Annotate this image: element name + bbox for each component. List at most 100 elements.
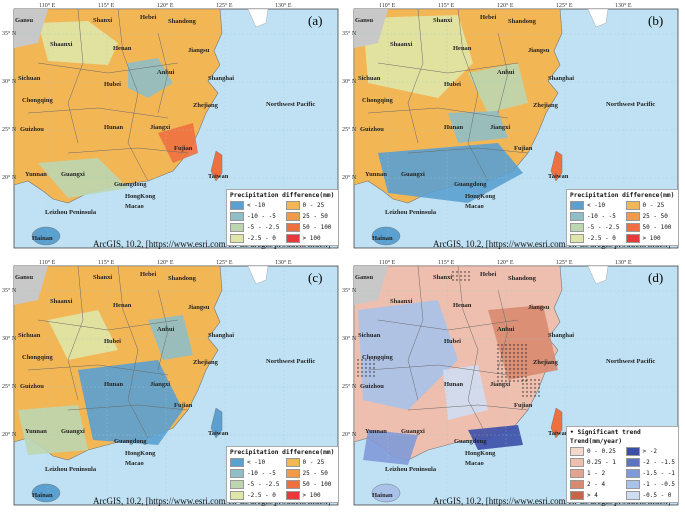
legend-label: > 100	[642, 235, 661, 242]
significance-dot	[365, 367, 367, 369]
legend-label: 50 - 100	[302, 481, 332, 488]
significance-dot	[513, 368, 515, 370]
place-label-taiwan: Taiwan	[548, 430, 569, 437]
legend-item: > 4	[570, 491, 620, 500]
significance-dot	[505, 368, 507, 370]
significance-dot	[521, 348, 523, 350]
legend-item: < -10	[230, 201, 280, 210]
place-label-sichuan: Sichuan	[18, 75, 41, 82]
significance-dot	[513, 360, 515, 362]
province-border	[27, 107, 169, 119]
place-label-taiwan: Taiwan	[548, 173, 569, 180]
lon-tick-label: 115° E	[438, 260, 455, 266]
legend-swatch	[570, 491, 584, 500]
lat-tick-label: 35° N	[342, 31, 357, 37]
lon-tick-label: 130° E	[615, 3, 632, 9]
significance-dot	[497, 380, 499, 382]
significance-dot	[456, 279, 458, 281]
legend-swatch	[285, 458, 300, 467]
province-border	[407, 147, 529, 154]
significance-dot	[530, 395, 532, 397]
significance-dot	[501, 368, 503, 370]
significance-dot	[361, 359, 363, 361]
legend-item: -2.5 - 0	[570, 234, 620, 243]
map-canvas	[13, 8, 339, 249]
significance-dot	[361, 371, 363, 373]
place-label-fujian: Fujian	[514, 402, 533, 409]
legend-item: > 100	[285, 234, 336, 243]
place-label-shanghai: Shanghai	[548, 332, 575, 339]
lat-tick-label: 20° N	[2, 432, 17, 438]
place-label-hainan: Hainan	[32, 235, 53, 242]
legend-label: < -10	[247, 459, 266, 466]
province-border	[67, 9, 84, 144]
legend-swatch	[625, 223, 640, 232]
place-label-hunan: Hunan	[444, 381, 464, 388]
legend-swatch	[285, 212, 300, 221]
place-label-nw_pacific: Northwest Pacific	[606, 101, 656, 108]
significance-dot	[497, 372, 499, 374]
place-label-hongkong: HongKong	[465, 193, 496, 200]
place-label-yunnan: Yunnan	[365, 428, 387, 435]
significance-dot	[525, 360, 527, 362]
significance-dot	[456, 275, 458, 277]
legend: Precipitation difference(mm) < -10 0 - 25 -…	[226, 189, 340, 246]
legend-item: -10 - -5	[230, 469, 280, 478]
place-label-macao: Macao	[465, 203, 484, 210]
value-region	[358, 300, 458, 410]
legend-swatch	[625, 480, 640, 489]
legend-label: -1.5 - -1	[642, 470, 676, 477]
significance-dot	[357, 359, 359, 361]
legend-label: -2.5 - 0	[247, 492, 276, 499]
significance-dot	[521, 356, 523, 358]
place-label-leizhou: Leizhou Peninsula	[385, 209, 437, 216]
significance-dot	[517, 356, 519, 358]
panel-letter: (c)	[308, 270, 323, 285]
legend-swatch	[230, 212, 244, 221]
significance-dot	[522, 391, 524, 393]
value-region	[363, 430, 418, 465]
province-border	[37, 319, 179, 331]
legend-title: Trend(mm/year)	[570, 438, 623, 445]
lat-tick-label: 35° N	[2, 288, 17, 294]
lat-tick-label: 35° N	[2, 31, 17, 37]
value-region	[448, 111, 508, 143]
place-label-hunan: Hunan	[444, 124, 464, 131]
significance-dot	[501, 376, 503, 378]
significance-dot	[373, 375, 375, 377]
legend-label: -5 - -2.5	[247, 224, 280, 231]
significance-dot	[452, 279, 454, 281]
significance-dot	[369, 371, 371, 373]
significance-dot	[509, 360, 511, 362]
significance-dot	[534, 387, 536, 389]
value-region	[78, 360, 183, 445]
place-label-hunan: Hunan	[104, 124, 124, 131]
lon-tick-label: 110° E	[39, 3, 56, 9]
legend-item: 0 - 25	[285, 201, 336, 210]
significance-dot	[468, 271, 470, 273]
legend-swatch	[285, 469, 300, 478]
significance-dot	[530, 379, 532, 381]
legend-label: -10 - -5	[247, 470, 276, 477]
legend-label: 0.25 - 1	[587, 459, 616, 466]
significance-dot	[526, 379, 528, 381]
lon-tick-label: 115° E	[98, 3, 115, 9]
legend-item: < -10	[230, 458, 280, 467]
map-panel-b: 110° E 115° E 120° E 125° E 130° E 35° N 30° N…	[342, 3, 682, 251]
significance-dot	[373, 359, 375, 361]
lon-tick-label: 125° E	[216, 260, 233, 266]
place-label-nw_pacific: Northwest Pacific	[606, 358, 656, 365]
significance-dot	[497, 360, 499, 362]
lon-tick-label: 130° E	[275, 3, 292, 9]
significance-dot	[521, 344, 523, 346]
place-label-shanxi: Shanxi	[433, 17, 453, 24]
place-label-guangxi: Guangxi	[61, 428, 85, 435]
lon-tick-label: 110° E	[379, 3, 396, 9]
place-label-gansu: Gansu	[15, 17, 34, 24]
legend-label: 0 - 25	[302, 459, 325, 466]
lon-tick-label: 125° E	[556, 3, 573, 9]
lat-tick-label: 35° N	[342, 288, 357, 294]
significance-dot	[369, 363, 371, 365]
place-label-hebei: Hebei	[140, 271, 157, 278]
legend-label: 0 - 25	[302, 202, 325, 209]
